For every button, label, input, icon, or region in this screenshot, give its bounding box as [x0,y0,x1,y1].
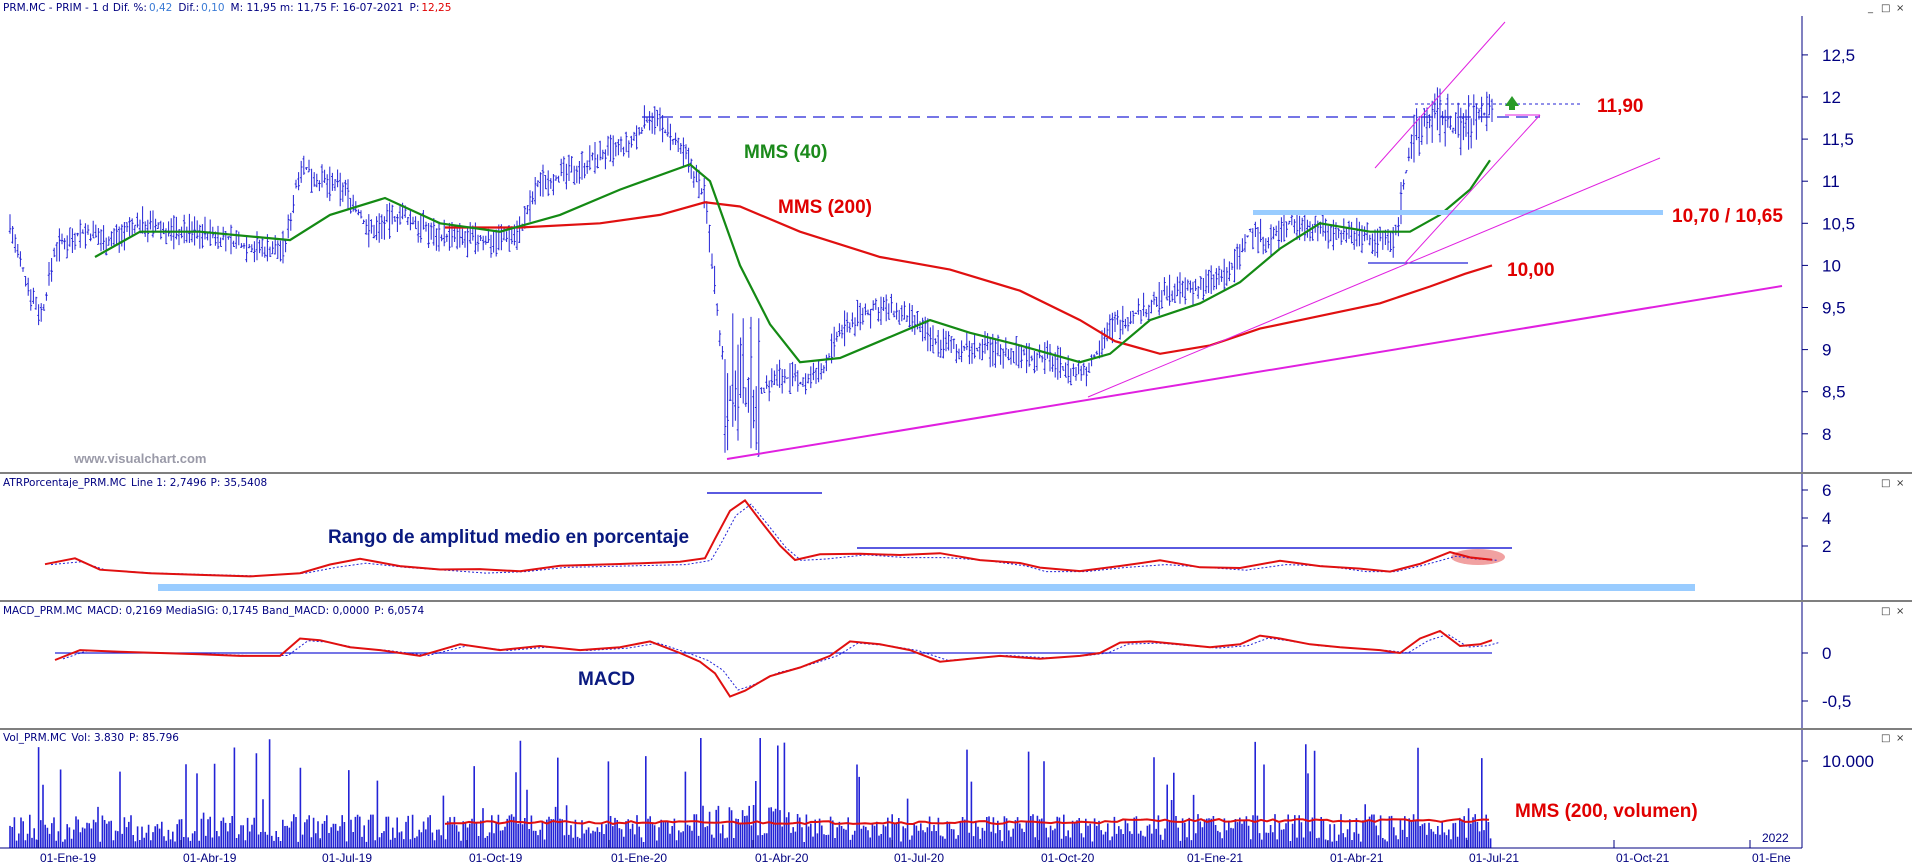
mms40-label: MMS (40) [744,142,827,163]
y-tick-label: 11,5 [1822,130,1854,149]
date-tick-label: 01-Ene-19 [40,851,96,865]
y-tick-label: 6 [1822,481,1831,500]
date-tick-label: 01-Abr-20 [755,851,809,865]
date-tick-label: 01-Ene-21 [1187,851,1243,865]
level-1070-label: 10,70 / 10,65 [1672,206,1783,227]
atr-panel-title: ATRPorcentaje_PRM.MC Line 1: 2,7496 P: 35,… [3,477,267,489]
atr-line [44,499,1493,578]
close-icon[interactable]: × [1896,606,1904,617]
mms40-line [94,159,1491,364]
level-1190-label: 11,90 [1597,96,1644,117]
y-tick-label: 0 [1822,644,1831,663]
close-icon[interactable]: × [1896,733,1904,744]
macd-panel-title: MACD_PRM.MC MACD: 0,2169 MediaSIG: 0,1745… [3,605,425,617]
macd-y-axis: 0 -0,5 [1802,644,1851,711]
volume-bar-series [9,738,1492,848]
up-arrow-icon [1505,96,1519,106]
atr-window-buttons[interactable]: □ × [1881,478,1904,489]
mms200-line [445,201,1493,355]
volume-ma-path [444,818,1490,826]
volume-ma-line [444,818,1490,826]
minimize-icon[interactable]: _ [1867,3,1874,14]
y-tick-label: 10,5 [1822,214,1855,233]
date-axis: 01-Ene-19 01-Abr-19 01-Jul-19 01-Oct-19 01-E… [37,831,1791,865]
long-support-trendline [726,285,1783,460]
atr-highlight-ellipse [1451,549,1505,565]
y-tick-label: 9,5 [1822,299,1846,318]
macd-panel: MACD_PRM.MC MACD: 0,2169 MediaSIG: 0,1745… [3,602,1904,728]
y-tick-label: -0,5 [1822,692,1851,711]
y-tick-label: 2 [1822,537,1831,556]
channel-lower-line [1404,114,1541,264]
date-tick-label: 2022 [1762,831,1789,845]
level-1070-band [1253,210,1663,215]
atr-panel: ATRPorcentaje_PRM.MC Line 1: 2,7496 P: 35,… [3,474,1904,600]
volume-bars [9,738,1492,848]
date-tick-label: 01-Oct-20 [1041,851,1095,865]
macd-lines [54,629,1501,698]
date-tick-label: 01-Ene-20 [611,851,667,865]
maximize-icon[interactable]: □ [1881,606,1890,617]
price-window-buttons[interactable]: _ □ × [1867,3,1904,14]
y-tick-label: 10.000 [1822,752,1874,771]
price-panel-title: PRM.MC - PRIM - 1 d Dif. %: 0,42 Dif.: 0,10 M… [3,2,451,14]
atr-y-axis: 6 4 2 [1802,481,1831,556]
macd-annotation: MACD [578,669,635,690]
maximize-icon[interactable]: □ [1881,478,1890,489]
mid-support-trendline [1087,157,1661,398]
volume-y-axis: 10.000 [1802,752,1874,771]
macd-signal-line [62,633,1501,691]
date-tick-label: 01-Jul-20 [894,851,944,865]
y-tick-label: 8 [1822,425,1831,444]
y-tick-label: 4 [1822,509,1831,528]
level-1000-label: 10,00 [1507,260,1555,281]
atr-lines [44,499,1499,578]
close-icon[interactable]: × [1896,478,1904,489]
price-panel: PRM.MC - PRIM - 1 d Dif. %: 0,42 Dif.: 0,10 M… [0,0,1912,472]
channel-upper-line [1374,21,1506,169]
ohlc-bars [8,87,1494,457]
price-bars [8,87,1494,457]
date-tick-label: 01-Oct-19 [469,851,523,865]
y-tick-label: 8,5 [1822,383,1846,402]
y-tick-label: 11 [1822,172,1840,191]
atr-base-band [158,584,1695,591]
y-tick-label: 10 [1822,256,1841,275]
watermark: www.visualchart.com [73,451,206,466]
price-overlays [94,159,1493,364]
date-tick-label: 01-Ene [1752,851,1791,865]
y-tick-label: 12 [1822,88,1841,107]
atr-signal-line [50,503,1499,577]
date-tick-label: 01-Abr-21 [1330,851,1384,865]
macd-window-buttons[interactable]: □ × [1881,606,1904,617]
date-tick-label: 01-Oct-21 [1616,851,1670,865]
date-tick-label: 01-Jul-19 [322,851,372,865]
price-y-axis: 12,5 12 11,5 11 10,5 10 9,5 9 8,5 8 [1802,46,1855,444]
close-icon[interactable]: × [1896,3,1904,14]
price-panel-titlebar [0,0,1912,16]
y-tick-label: 9 [1822,341,1831,360]
volume-annotation: MMS (200, volumen) [1515,801,1698,822]
volume-panel-title: Vol_PRM.MC Vol: 3.830 P: 85.796 [3,732,179,744]
up-arrow-stem [1509,105,1515,110]
volume-window-buttons[interactable]: □ × [1881,733,1904,744]
maximize-icon[interactable]: □ [1881,733,1890,744]
date-tick-label: 01-Abr-19 [183,851,237,865]
mms200-label: MMS (200) [778,197,872,218]
atr-annotation: Rango de amplitud medio en porcentaje [328,527,689,548]
volume-panel: Vol_PRM.MC Vol: 3.830 P: 85.796 □ × 10.000… [3,730,1904,848]
y-tick-label: 12,5 [1822,46,1855,65]
macd-line [54,629,1493,698]
date-tick-label: 01-Jul-21 [1469,851,1519,865]
maximize-icon[interactable]: □ [1881,3,1890,14]
